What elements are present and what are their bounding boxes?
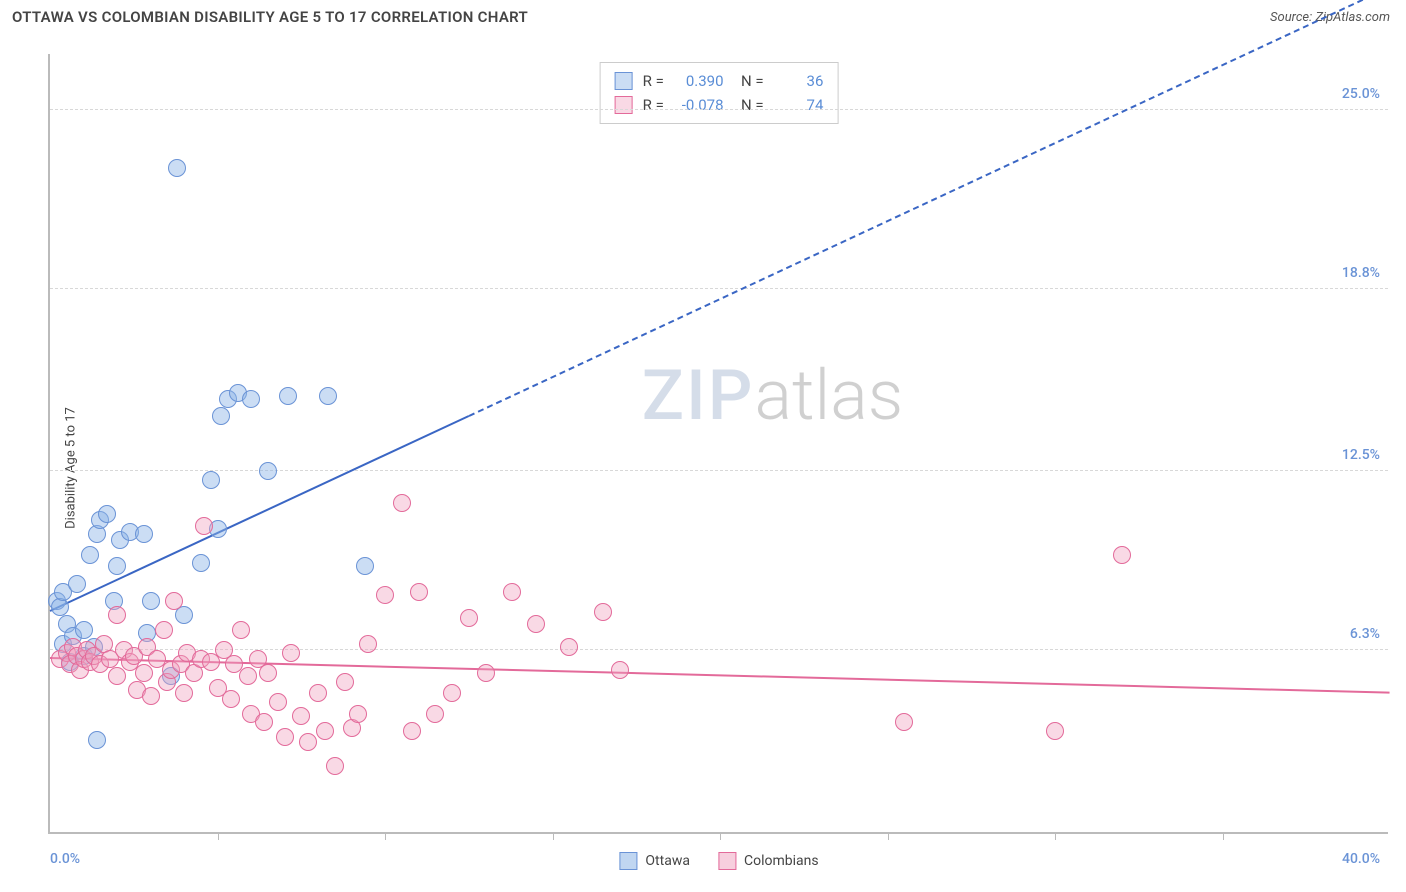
legend-swatch — [615, 72, 633, 90]
data-point — [259, 664, 277, 682]
legend-item: Colombians — [718, 852, 819, 870]
data-point — [895, 713, 913, 731]
data-point — [142, 687, 160, 705]
data-point — [279, 387, 297, 405]
y-tick-label: 25.0% — [1342, 86, 1380, 102]
data-point — [292, 707, 310, 725]
legend-swatch — [619, 852, 637, 870]
data-point — [349, 705, 367, 723]
data-point — [316, 722, 334, 740]
data-point — [1113, 546, 1131, 564]
data-point — [393, 494, 411, 512]
data-point — [68, 575, 86, 593]
data-point — [135, 525, 153, 543]
data-point — [527, 615, 545, 633]
legend-row: R = 0.390 N = 36 — [615, 69, 824, 93]
data-point — [460, 609, 478, 627]
legend-swatch — [718, 852, 736, 870]
data-point — [255, 713, 273, 731]
gridline-h — [50, 470, 1388, 471]
data-point — [175, 684, 193, 702]
data-point — [503, 583, 521, 601]
data-point — [75, 621, 93, 639]
data-point — [108, 606, 126, 624]
gridline-h — [50, 109, 1388, 110]
data-point — [259, 462, 277, 480]
data-point — [108, 667, 126, 685]
x-tick — [888, 832, 889, 840]
data-point — [410, 583, 428, 601]
data-point — [165, 592, 183, 610]
data-point — [426, 705, 444, 723]
data-point — [1046, 722, 1064, 740]
data-point — [276, 728, 294, 746]
legend-swatch — [615, 96, 633, 114]
data-point — [195, 517, 213, 535]
x-tick — [385, 832, 386, 840]
watermark-atlas: atlas — [754, 355, 903, 437]
gridline-h — [50, 649, 1388, 650]
data-point — [239, 667, 257, 685]
y-tick-label: 12.5% — [1342, 447, 1380, 463]
legend-r: R = -0.078 — [643, 93, 724, 117]
data-point — [319, 387, 337, 405]
legend-label: Ottawa — [645, 853, 690, 869]
x-tick — [218, 832, 219, 840]
data-point — [232, 621, 250, 639]
data-point — [336, 673, 354, 691]
data-point — [81, 546, 99, 564]
x-tick — [1223, 832, 1224, 840]
legend-r: R = 0.390 — [643, 69, 724, 93]
data-point — [560, 638, 578, 656]
x-tick — [720, 832, 721, 840]
x-tick — [553, 832, 554, 840]
source-prefix: Source: — [1270, 10, 1315, 25]
data-point — [108, 557, 126, 575]
data-point — [98, 505, 116, 523]
data-point — [142, 592, 160, 610]
y-tick-label: 18.8% — [1342, 265, 1380, 281]
chart-container: Disability Age 5 to 17 ZIPatlas R = 0.39… — [0, 44, 1406, 892]
data-point — [155, 621, 173, 639]
data-point — [135, 664, 153, 682]
data-point — [611, 661, 629, 679]
correlation-legend: R = 0.390 N = 36R = -0.078 N = 74 — [600, 62, 839, 124]
legend-row: R = -0.078 N = 74 — [615, 93, 824, 117]
data-point — [212, 407, 230, 425]
chart-title: OTTAWA VS COLOMBIAN DISABILITY AGE 5 TO … — [12, 8, 528, 26]
data-point — [356, 557, 374, 575]
data-point — [443, 684, 461, 702]
data-point — [594, 603, 612, 621]
watermark-zip: ZIP — [642, 355, 755, 437]
data-point — [269, 693, 287, 711]
data-point — [168, 159, 186, 177]
watermark: ZIPatlas — [642, 355, 904, 437]
data-point — [477, 664, 495, 682]
data-point — [359, 635, 377, 653]
data-point — [403, 722, 421, 740]
gridline-h — [50, 288, 1388, 289]
x-tick-label: 0.0% — [50, 851, 80, 867]
chart-header: OTTAWA VS COLOMBIAN DISABILITY AGE 5 TO … — [0, 0, 1406, 34]
x-tick-label: 40.0% — [1342, 851, 1380, 867]
data-point — [309, 684, 327, 702]
legend-n: N = 36 — [734, 69, 824, 93]
data-point — [242, 390, 260, 408]
legend-item: Ottawa — [619, 852, 690, 870]
series-legend: Ottawa Colombians — [619, 852, 818, 870]
legend-n: N = 74 — [734, 93, 824, 117]
x-tick — [1055, 832, 1056, 840]
data-point — [282, 644, 300, 662]
data-point — [222, 690, 240, 708]
data-point — [202, 471, 220, 489]
y-tick-label: 6.3% — [1350, 626, 1380, 642]
legend-label: Colombians — [744, 853, 819, 869]
data-point — [299, 733, 317, 751]
data-point — [192, 554, 210, 572]
plot-area: ZIPatlas R = 0.390 N = 36R = -0.078 N = … — [48, 54, 1388, 834]
data-point — [326, 757, 344, 775]
chart-source: Source: ZipAtlas.com — [1270, 10, 1390, 25]
data-point — [88, 731, 106, 749]
data-point — [376, 586, 394, 604]
